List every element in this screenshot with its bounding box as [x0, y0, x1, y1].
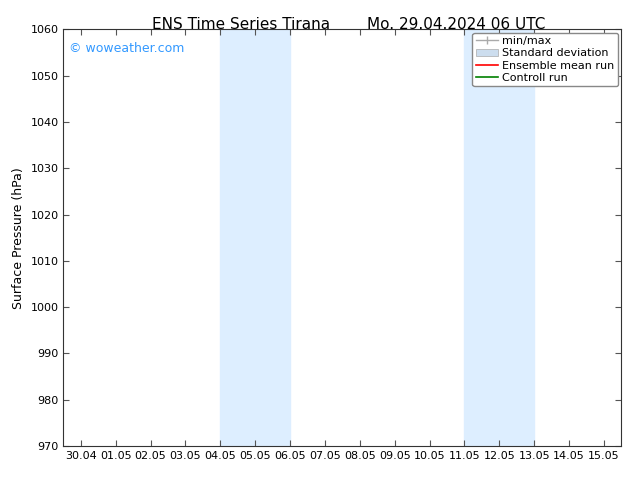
Bar — [464, 29, 534, 446]
Legend: min/max, Standard deviation, Ensemble mean run, Controll run: min/max, Standard deviation, Ensemble me… — [472, 33, 618, 86]
Text: Mo. 29.04.2024 06 UTC: Mo. 29.04.2024 06 UTC — [367, 17, 546, 32]
Text: ENS Time Series Tirana: ENS Time Series Tirana — [152, 17, 330, 32]
Bar — [221, 29, 290, 446]
Y-axis label: Surface Pressure (hPa): Surface Pressure (hPa) — [12, 167, 25, 309]
Text: © woweather.com: © woweather.com — [69, 42, 184, 55]
